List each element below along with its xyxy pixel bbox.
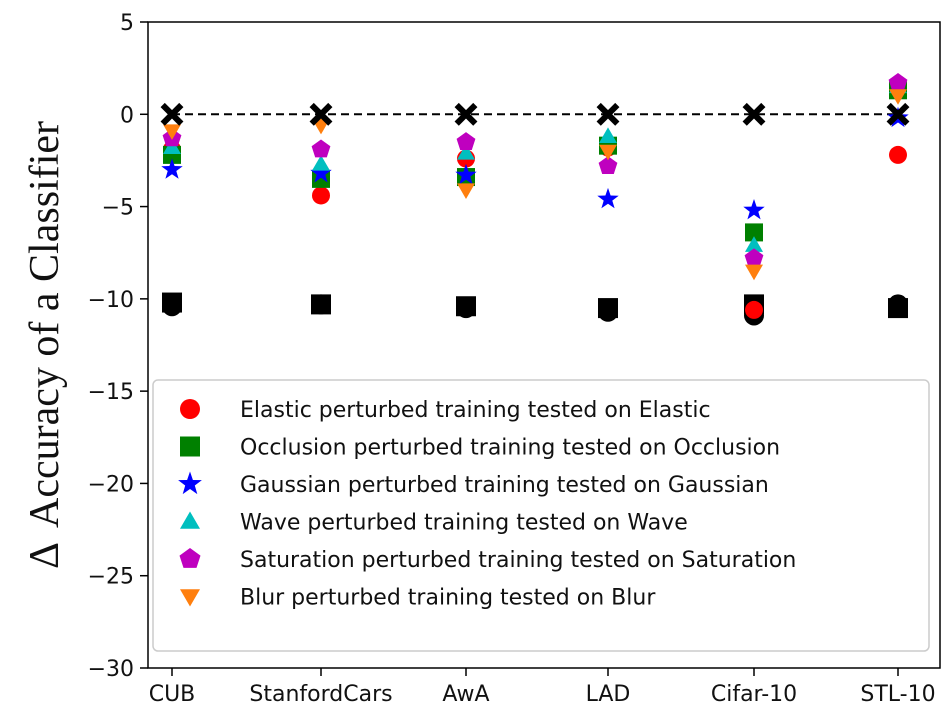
reference-x-Cifar-10 — [742, 102, 766, 126]
point-square-Cifar-10 — [745, 223, 763, 242]
y-tick-label: 0 — [120, 103, 134, 128]
legend-marker-triangle-down — [180, 589, 200, 607]
y-tick-label: −30 — [88, 657, 134, 682]
point-star-AwA — [455, 163, 477, 185]
point-star-StanfordCars — [310, 162, 332, 183]
legend-label: Blur perturbed training tested on Blur — [240, 586, 656, 611]
point-triangle-down-Cifar-10 — [745, 264, 763, 281]
point-triangle-up-Cifar-10 — [745, 236, 763, 252]
legend-marker-pentagon — [179, 548, 201, 568]
x-tick-label: CUB — [149, 682, 196, 707]
reference-square-StanfordCars — [311, 294, 331, 315]
y-axis-label-group: Δ Accuracy of a Classifier — [22, 121, 68, 569]
legend-label: Wave perturbed training tested on Wave — [240, 511, 688, 536]
point-circle-StanfordCars — [312, 186, 330, 205]
y-tick-label: −15 — [88, 380, 134, 405]
y-axis-label-words: Accuracy of a Classifier — [22, 121, 68, 528]
legend-label: Gaussian perturbed training tested on Ga… — [240, 473, 769, 498]
reference-x-STL-10 — [886, 102, 910, 126]
point-triangle-down-LAD — [599, 144, 617, 161]
data-marks — [160, 73, 910, 326]
y-axis-label-delta: Δ — [22, 542, 68, 569]
point-pentagon-LAD — [598, 156, 618, 174]
legend-label: Occlusion perturbed training tested on O… — [240, 436, 780, 461]
x-tick-label: StanfordCars — [249, 682, 392, 707]
legend-label: Saturation perturbed training tested on … — [240, 548, 796, 573]
legend-marker-triangle-up — [180, 511, 200, 529]
y-axis-label-text: Δ Accuracy of a Classifier — [22, 121, 68, 569]
point-circle-STL-10 — [889, 145, 907, 164]
x-tick-label: AwA — [442, 682, 489, 707]
y-tick-label: −5 — [102, 196, 134, 221]
y-tick-label: −20 — [88, 472, 134, 497]
axes-frame — [147, 21, 941, 669]
point-star-LAD — [597, 187, 619, 209]
y-axis-label: Δ Accuracy of a Classifier — [22, 121, 68, 569]
point-triangle-down-CUB — [163, 124, 181, 140]
legend-label: Elastic perturbed training tested on Ela… — [240, 398, 711, 423]
point-star-Cifar-10 — [743, 199, 765, 220]
point-triangle-up-LAD — [599, 127, 617, 143]
reference-square-STL-10 — [888, 298, 908, 319]
point-pentagon-STL-10 — [888, 73, 908, 91]
legend-marker-circle — [180, 399, 200, 419]
point-pentagon-AwA — [456, 132, 476, 150]
reference-x-AwA — [454, 102, 478, 126]
x-tick-label: Cifar-10 — [711, 682, 797, 707]
point-triangle-down-AwA — [457, 183, 475, 199]
legend: Elastic perturbed training tested on Ela… — [152, 379, 930, 652]
y-tick-label: 5 — [120, 11, 134, 36]
reference-x-LAD — [596, 102, 620, 126]
reference-square-CUB — [162, 292, 182, 313]
point-pentagon-StanfordCars — [311, 139, 331, 158]
point-circle-Cifar-10 — [745, 300, 763, 319]
point-star-CUB — [161, 158, 183, 179]
point-triangle-down-STL-10 — [889, 89, 907, 105]
legend-marker-star — [178, 471, 202, 495]
reference-x-CUB — [160, 102, 184, 126]
reference-square-LAD — [598, 298, 618, 319]
reference-square-AwA — [456, 296, 476, 317]
y-tick-label: −10 — [88, 288, 134, 313]
point-triangle-up-AwA — [457, 144, 475, 160]
x-tick-label: STL-10 — [860, 682, 935, 707]
legend-marker-square — [180, 436, 200, 457]
x-tick-label: LAD — [586, 682, 631, 707]
reference-x-StanfordCars — [309, 102, 333, 126]
legend-box — [152, 379, 930, 652]
point-pentagon-Cifar-10 — [744, 248, 764, 267]
y-tick-label: −25 — [88, 565, 134, 590]
axes: 5 0 −5 −10 −15 −20 −25 −30 CUB StanfordCars AwA LAD… — [88, 11, 941, 707]
point-triangle-up-StanfordCars — [312, 155, 330, 171]
